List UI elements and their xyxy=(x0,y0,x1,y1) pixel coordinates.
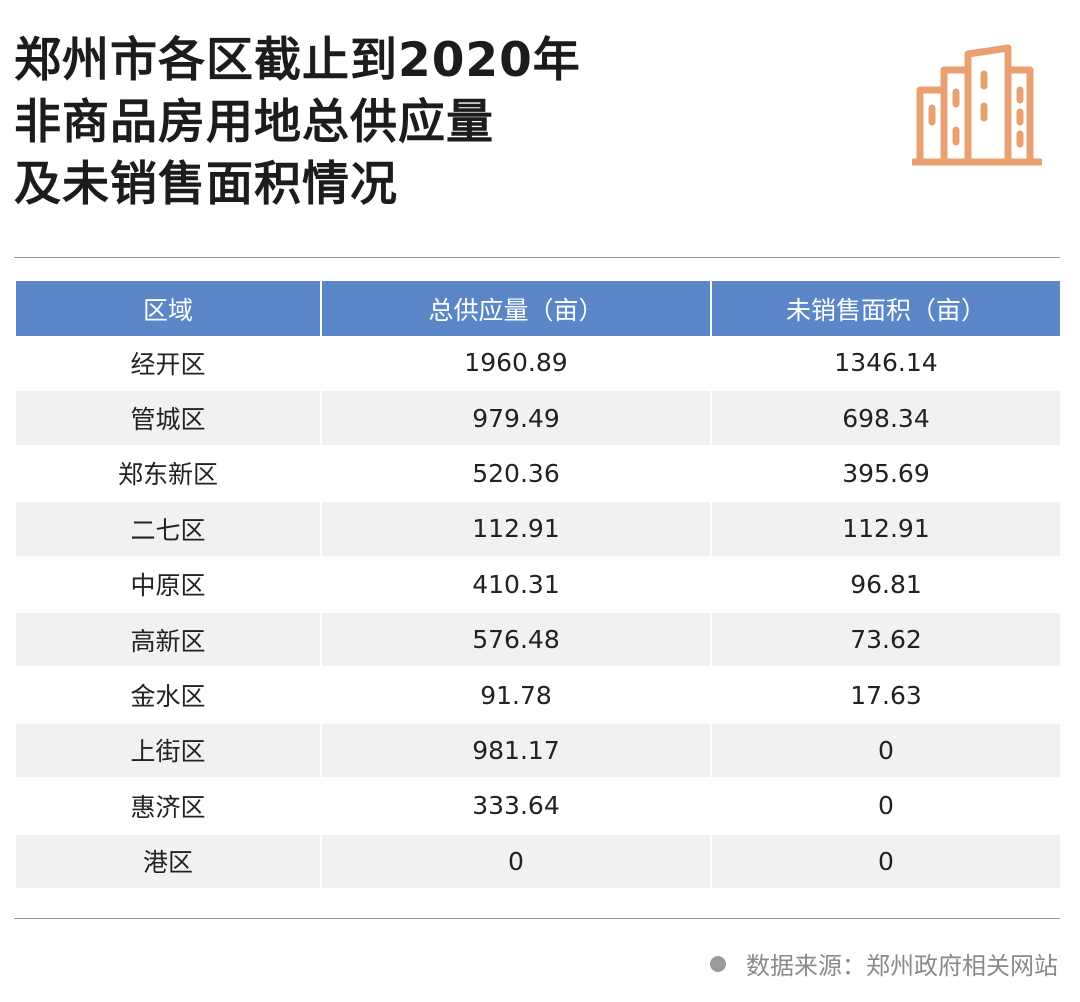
cell-total: 979.49 xyxy=(322,391,712,447)
building-icon xyxy=(912,44,1042,166)
cell-total: 576.48 xyxy=(322,612,712,669)
cell-district: 上街区 xyxy=(16,723,322,780)
header-district: 区域 xyxy=(16,281,322,336)
table-row: 高新区 576.48 73.62 xyxy=(16,612,1060,669)
cell-district: 二七区 xyxy=(16,502,322,558)
cell-district: 郑东新区 xyxy=(16,446,322,503)
cell-total: 112.91 xyxy=(322,502,712,558)
table-row: 二七区 112.91 112.91 xyxy=(16,502,1060,558)
top-divider xyxy=(14,257,1060,258)
cell-total: 520.36 xyxy=(322,446,712,503)
cell-district: 港区 xyxy=(16,834,322,890)
cell-unsold: 395.69 xyxy=(712,446,1060,503)
cell-unsold: 0 xyxy=(712,779,1060,835)
source-note: 数据来源：郑州政府相关网站 xyxy=(710,946,1058,981)
title-line-3: 及未销售面积情况 xyxy=(14,157,398,212)
data-table: 区域 总供应量（亩） 未销售面积（亩） 经开区 1960.89 1346.14 … xyxy=(16,281,1060,890)
bottom-divider xyxy=(14,918,1060,919)
cell-district: 惠济区 xyxy=(16,779,322,835)
header-total-supply: 总供应量（亩） xyxy=(322,281,712,336)
title-line-1: 郑州市各区截止到2020年 xyxy=(14,33,581,88)
cell-total: 1960.89 xyxy=(322,336,712,392)
table-row: 上街区 981.17 0 xyxy=(16,723,1060,780)
cell-unsold: 698.34 xyxy=(712,391,1060,447)
table-row: 金水区 91.78 17.63 xyxy=(16,668,1060,724)
cell-unsold: 17.63 xyxy=(712,668,1060,724)
cell-total: 0 xyxy=(322,834,712,890)
cell-district: 管城区 xyxy=(16,391,322,447)
cell-total: 981.17 xyxy=(322,723,712,780)
bullet-dot-icon xyxy=(710,955,726,972)
table-row: 郑东新区 520.36 395.69 xyxy=(16,446,1060,503)
cell-total: 410.31 xyxy=(322,557,712,613)
cell-district: 金水区 xyxy=(16,668,322,724)
table-row: 经开区 1960.89 1346.14 xyxy=(16,336,1060,392)
cell-unsold: 0 xyxy=(712,723,1060,780)
cell-unsold: 0 xyxy=(712,834,1060,890)
page-title: 郑州市各区截止到2020年 非商品房用地总供应量 及未销售面积情况 xyxy=(14,30,834,216)
cell-unsold: 73.62 xyxy=(712,612,1060,669)
table-row: 管城区 979.49 698.34 xyxy=(16,391,1060,447)
table-row: 中原区 410.31 96.81 xyxy=(16,557,1060,613)
cell-unsold: 112.91 xyxy=(712,502,1060,558)
cell-district: 中原区 xyxy=(16,557,322,613)
source-text: 数据来源：郑州政府相关网站 xyxy=(746,952,1058,980)
table-row: 惠济区 333.64 0 xyxy=(16,779,1060,835)
cell-district: 高新区 xyxy=(16,612,322,669)
cell-total: 333.64 xyxy=(322,779,712,835)
cell-total: 91.78 xyxy=(322,668,712,724)
header-unsold-area: 未销售面积（亩） xyxy=(712,281,1060,336)
table-header-row: 区域 总供应量（亩） 未销售面积（亩） xyxy=(16,281,1060,336)
cell-unsold: 96.81 xyxy=(712,557,1060,613)
table-row: 港区 0 0 xyxy=(16,834,1060,890)
cell-district: 经开区 xyxy=(16,336,322,392)
cell-unsold: 1346.14 xyxy=(712,336,1060,392)
title-line-2: 非商品房用地总供应量 xyxy=(14,95,494,150)
